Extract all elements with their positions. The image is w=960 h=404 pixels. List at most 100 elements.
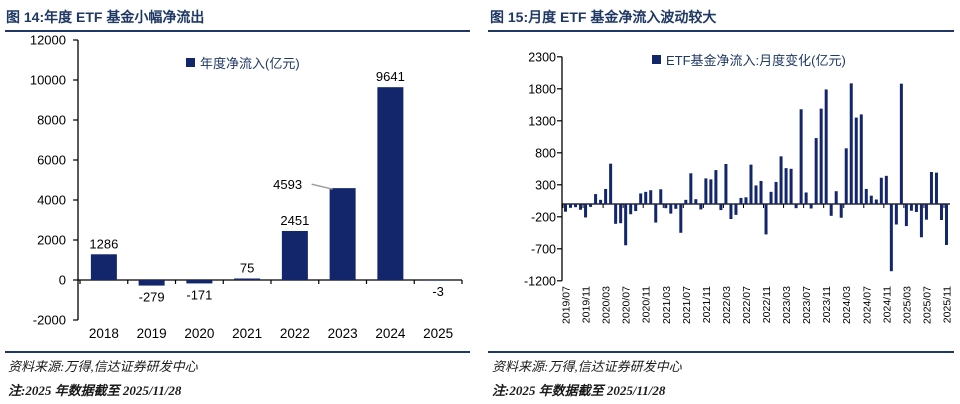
bar: [904, 204, 908, 227]
bar: [939, 204, 943, 220]
bar: [709, 179, 713, 204]
bar: [874, 199, 878, 204]
x-tick-label: 2025/07: [921, 286, 933, 324]
bar: [329, 188, 356, 280]
y-tick-label: 4000: [37, 193, 66, 208]
bar: [564, 204, 568, 212]
annual-etf-flow-chart: -2000 0 2000 4000 6000 8000 10000 12000 2018 1286…: [30, 33, 463, 341]
y-tick-label: 10000: [30, 73, 66, 88]
x-tick-label: 2018: [89, 326, 119, 341]
bar: [699, 204, 703, 210]
y-tick-label: -200: [531, 210, 556, 224]
bar: [619, 204, 623, 224]
x-tick-label: 2024/03: [841, 286, 853, 324]
figure-14-data-note: 注:2025 年数据截至 2025/11/28: [8, 383, 182, 398]
monthly-etf-flow-chart: -1200 -700 -200 300 800 1300 1800 2300 2019/07 20…: [524, 50, 953, 324]
bar: [724, 164, 728, 204]
data-label: -279: [139, 290, 165, 305]
figure-15-source-note: 资料来源:万得,信达证券研发中心: [492, 359, 682, 374]
bar: [614, 204, 618, 224]
x-tick-label: 2022/11: [761, 286, 773, 323]
x-tick-label: 2022/03: [721, 286, 733, 324]
bar: [704, 178, 708, 204]
x-tick-label: 2024/07: [861, 286, 873, 324]
x-tick-label: 2023/03: [781, 286, 793, 324]
x-tick-label: 2019/07: [561, 286, 573, 324]
x-tick-label: 2020/03: [601, 286, 613, 324]
bar: [789, 168, 793, 204]
bar: [909, 204, 913, 211]
bar: [864, 188, 868, 204]
y-tick-label: 2000: [37, 233, 66, 248]
figure-15-panel: 图 15:月度 ETF 基金净流入波动较大 -1200 -700 -200 300 80…: [480, 0, 960, 404]
bar: [90, 254, 117, 280]
bar: [649, 190, 653, 204]
figure-14-panel: 图 14:年度 ETF 基金小幅净流出 -2000 0 2000 4000 6000 80…: [5, 9, 470, 398]
figure-14-legend: 年度净流入(亿元): [186, 53, 300, 72]
bar: [944, 204, 948, 245]
x-tick-label: 2023: [328, 326, 358, 341]
bar: [794, 204, 798, 209]
bar: [599, 199, 603, 204]
bar: [769, 191, 773, 204]
x-tick-label: 2022: [280, 326, 310, 341]
bar: [674, 204, 678, 209]
bar: [629, 204, 633, 215]
bar: [844, 148, 848, 204]
figure-15-footer-divider: [488, 351, 954, 353]
y-tick-label: -700: [531, 242, 556, 256]
bar: [799, 109, 803, 204]
x-tick-label: 2025/03: [901, 286, 913, 324]
x-tick-label: 2020/07: [621, 286, 633, 324]
bar: [594, 194, 598, 204]
x-tick-label: 2022/07: [741, 286, 753, 324]
x-tick-label: 2019: [137, 326, 167, 341]
bar: [839, 204, 843, 218]
legend-swatch-icon: [186, 58, 195, 67]
bar: [894, 204, 898, 225]
bar: [669, 204, 673, 214]
figure-15-title-divider: [488, 30, 954, 32]
figure-15-data-note: 注:2025 年数据截至 2025/11/28: [492, 383, 666, 398]
bar: [377, 87, 404, 281]
y-tick-label: 0: [59, 273, 66, 288]
bar: [809, 204, 813, 209]
legend-swatch-icon: [652, 55, 661, 64]
bar: [924, 204, 928, 220]
bar: [639, 193, 643, 204]
y-tick-label: 1800: [528, 82, 556, 96]
bar: [734, 204, 738, 215]
bar: [744, 197, 748, 204]
y-tick-label: 12000: [30, 33, 66, 48]
bar: [829, 204, 833, 216]
bar: [859, 114, 863, 204]
x-tick-label: 2020/11: [641, 286, 653, 323]
y-tick-label: 2300: [528, 50, 556, 64]
y-tick-label: 8000: [37, 113, 66, 128]
y-tick-label: -1200: [524, 274, 556, 288]
x-tick-label: 2025: [423, 326, 453, 341]
bar: [804, 192, 808, 204]
bar: [849, 83, 853, 204]
bar: [749, 164, 753, 204]
bar: [934, 172, 938, 204]
bar: [719, 204, 723, 211]
bar: [634, 204, 638, 212]
x-tick-label: 2023/11: [821, 286, 833, 323]
bar: [584, 204, 588, 218]
x-tick-label: 2023/07: [801, 286, 813, 324]
figure-14-source-note: 资料来源:万得,信达证券研发中心: [8, 359, 198, 374]
bar: [879, 177, 883, 204]
bar: [589, 204, 593, 207]
bar: [914, 204, 918, 212]
bar: [919, 204, 923, 238]
x-tick-label: 2024: [375, 326, 406, 341]
bar: [764, 204, 768, 235]
bar: [624, 204, 628, 246]
bar: [234, 278, 261, 280]
figure-14-heading: 图 14:年度 ETF 基金小幅净流出: [6, 9, 205, 25]
bar: [729, 204, 733, 220]
x-tick-label: 2024/11: [881, 286, 893, 323]
x-tick-label: 2021: [232, 326, 262, 341]
